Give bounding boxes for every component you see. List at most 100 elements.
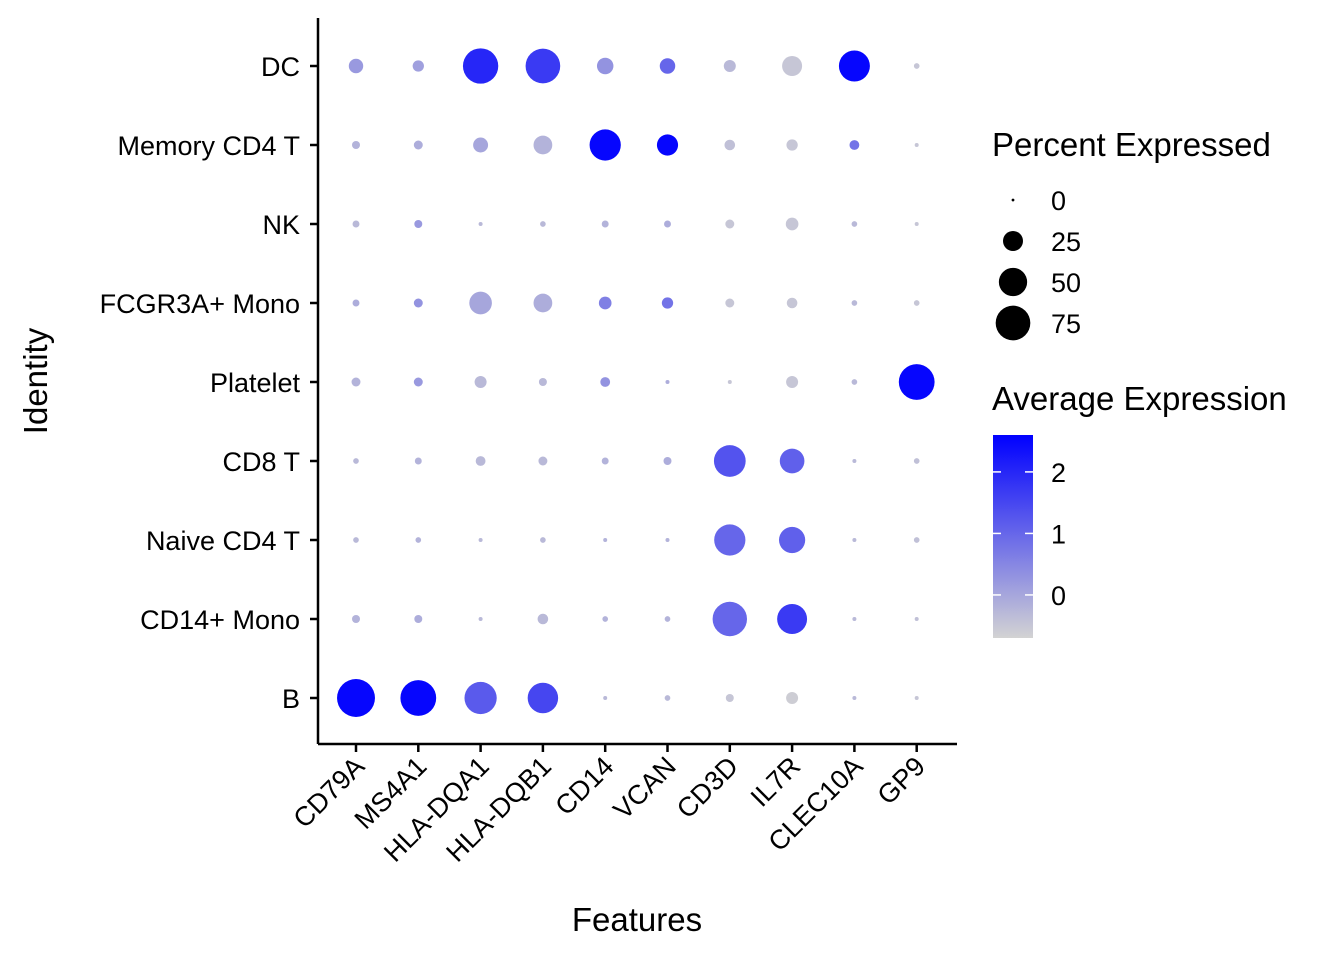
dot-dc-gp9 bbox=[913, 63, 920, 69]
dot-dc-cd3d bbox=[723, 60, 736, 72]
dot-cd8-t-il7r bbox=[779, 448, 805, 474]
dot-dc-hla-dqb1 bbox=[525, 48, 561, 84]
dot-dc-cd14 bbox=[596, 57, 614, 75]
dot-memory-cd4-t-hla-dqb1 bbox=[533, 135, 553, 155]
dot-cd14-mono-hla-dqb1 bbox=[537, 613, 549, 625]
dot-fcgr3a-mono-cd14 bbox=[598, 296, 612, 310]
y-tick-label-fcgr3a-mono: FCGR3A+ Mono bbox=[100, 289, 300, 319]
color-legend-label-2: 2 bbox=[1051, 458, 1066, 488]
dot-fcgr3a-mono-vcan bbox=[661, 297, 674, 309]
dot-platelet-hla-dqa1 bbox=[474, 376, 487, 388]
dot-nk-cd3d bbox=[725, 219, 735, 229]
y-tick-label-cd8-t: CD8 T bbox=[222, 447, 300, 477]
dot-cd8-t-ms4a1 bbox=[414, 457, 422, 465]
dot-b-hla-dqa1 bbox=[464, 681, 497, 715]
dot-b-cd79a bbox=[337, 679, 375, 717]
dot-platelet-vcan bbox=[665, 380, 670, 384]
dot-b-vcan bbox=[664, 695, 671, 701]
dot-dc-cd79a bbox=[348, 58, 364, 74]
size-legend: Percent Expressed 0 25 50 75 bbox=[992, 126, 1271, 341]
color-legend-title: Average Expression bbox=[992, 380, 1287, 417]
dot-naive-cd4-t-clec10a bbox=[852, 538, 857, 542]
dot-nk-ms4a1 bbox=[414, 220, 423, 228]
dot-platelet-cd79a bbox=[351, 377, 361, 387]
dot-memory-cd4-t-gp9 bbox=[914, 143, 919, 147]
dot-nk-clec10a bbox=[851, 221, 858, 227]
size-legend-label-50: 50 bbox=[1051, 268, 1081, 298]
dot-memory-cd4-t-ms4a1 bbox=[413, 140, 423, 150]
color-legend-label-1: 1 bbox=[1051, 519, 1066, 549]
dot-cd14-mono-cd3d bbox=[712, 601, 748, 637]
dot-nk-gp9 bbox=[914, 222, 919, 226]
dot-fcgr3a-mono-hla-dqa1 bbox=[469, 291, 492, 315]
dot-dc-ms4a1 bbox=[412, 60, 424, 72]
dot-naive-cd4-t-gp9 bbox=[913, 537, 920, 543]
y-tick-label-naive-cd4-t: Naive CD4 T bbox=[146, 526, 300, 556]
dot-dc-vcan bbox=[659, 58, 676, 74]
dot-naive-cd4-t-vcan bbox=[665, 538, 670, 542]
dot-dc-hla-dqa1 bbox=[462, 48, 499, 84]
dot-fcgr3a-mono-clec10a bbox=[851, 300, 858, 306]
dot-nk-vcan bbox=[664, 220, 671, 228]
dot-memory-cd4-t-cd79a bbox=[352, 141, 360, 149]
size-legend-dot-50 bbox=[998, 267, 1028, 297]
dot-dc-clec10a bbox=[838, 50, 870, 82]
dot-b-ms4a1 bbox=[400, 680, 437, 716]
dot-b-cd3d bbox=[725, 694, 734, 702]
dot-cd14-mono-clec10a bbox=[852, 617, 857, 621]
dot-cd14-mono-cd79a bbox=[352, 615, 360, 623]
dots-layer bbox=[337, 48, 935, 717]
y-tick-labels: DC Memory CD4 T NK FCGR3A+ Mono Platelet CD8 … bbox=[100, 52, 301, 714]
dot-naive-cd4-t-hla-dqb1 bbox=[540, 537, 546, 543]
dot-dc-il7r bbox=[782, 56, 803, 76]
dot-naive-cd4-t-cd14 bbox=[603, 538, 608, 542]
dot-memory-cd4-t-hla-dqa1 bbox=[473, 137, 489, 153]
axes bbox=[310, 18, 957, 752]
y-axis-title: Identity bbox=[17, 327, 54, 434]
dot-platelet-ms4a1 bbox=[413, 377, 423, 387]
y-tick-label-b: B bbox=[282, 684, 300, 714]
dot-fcgr3a-mono-hla-dqb1 bbox=[533, 293, 553, 313]
x-tick-label-gp9: GP9 bbox=[872, 751, 931, 810]
dot-memory-cd4-t-clec10a bbox=[849, 140, 860, 150]
colorbar bbox=[993, 435, 1033, 638]
dot-platelet-cd3d bbox=[727, 380, 732, 384]
color-legend: Average Expression 0 1 2 bbox=[992, 380, 1287, 638]
dot-platelet-gp9 bbox=[898, 364, 935, 400]
size-legend-label-25: 25 bbox=[1051, 227, 1081, 257]
dot-cd8-t-vcan bbox=[663, 457, 672, 465]
dot-b-hla-dqb1 bbox=[527, 682, 559, 714]
dot-cd8-t-cd14 bbox=[601, 457, 609, 465]
x-axis-title: Features bbox=[572, 901, 702, 938]
dot-fcgr3a-mono-ms4a1 bbox=[413, 298, 423, 308]
dot-platelet-clec10a bbox=[851, 379, 858, 385]
y-tick-label-platelet: Platelet bbox=[210, 368, 301, 398]
dot-fcgr3a-mono-gp9 bbox=[913, 300, 920, 306]
dot-cd14-mono-hla-dqa1 bbox=[478, 617, 483, 621]
x-tick-label-vcan: VCAN bbox=[607, 751, 681, 825]
dot-fcgr3a-mono-cd79a bbox=[352, 299, 360, 307]
dot-naive-cd4-t-cd79a bbox=[353, 537, 359, 543]
dot-naive-cd4-t-il7r bbox=[778, 526, 806, 554]
size-legend-label-0: 0 bbox=[1051, 186, 1066, 216]
dot-memory-cd4-t-cd14 bbox=[589, 129, 621, 161]
dot-cd14-mono-cd14 bbox=[602, 616, 609, 622]
y-tick-label-nk: NK bbox=[262, 210, 300, 240]
dot-platelet-il7r bbox=[786, 376, 799, 388]
dot-naive-cd4-t-cd3d bbox=[714, 524, 746, 556]
size-legend-dot-75 bbox=[995, 305, 1031, 341]
dot-b-clec10a bbox=[852, 696, 857, 700]
dot-b-cd14 bbox=[603, 696, 608, 700]
dot-memory-cd4-t-il7r bbox=[786, 139, 798, 151]
dot-fcgr3a-mono-cd3d bbox=[725, 298, 735, 308]
y-tick-label-cd14-mono: CD14+ Mono bbox=[140, 605, 300, 635]
dot-cd8-t-cd3d bbox=[713, 445, 746, 477]
dot-platelet-hla-dqb1 bbox=[538, 378, 547, 386]
dot-nk-il7r bbox=[785, 217, 799, 231]
dot-naive-cd4-t-hla-dqa1 bbox=[478, 538, 483, 542]
dot-cd8-t-hla-dqa1 bbox=[475, 456, 486, 466]
dot-nk-hla-dqa1 bbox=[478, 222, 483, 226]
dot-b-gp9 bbox=[914, 696, 919, 700]
